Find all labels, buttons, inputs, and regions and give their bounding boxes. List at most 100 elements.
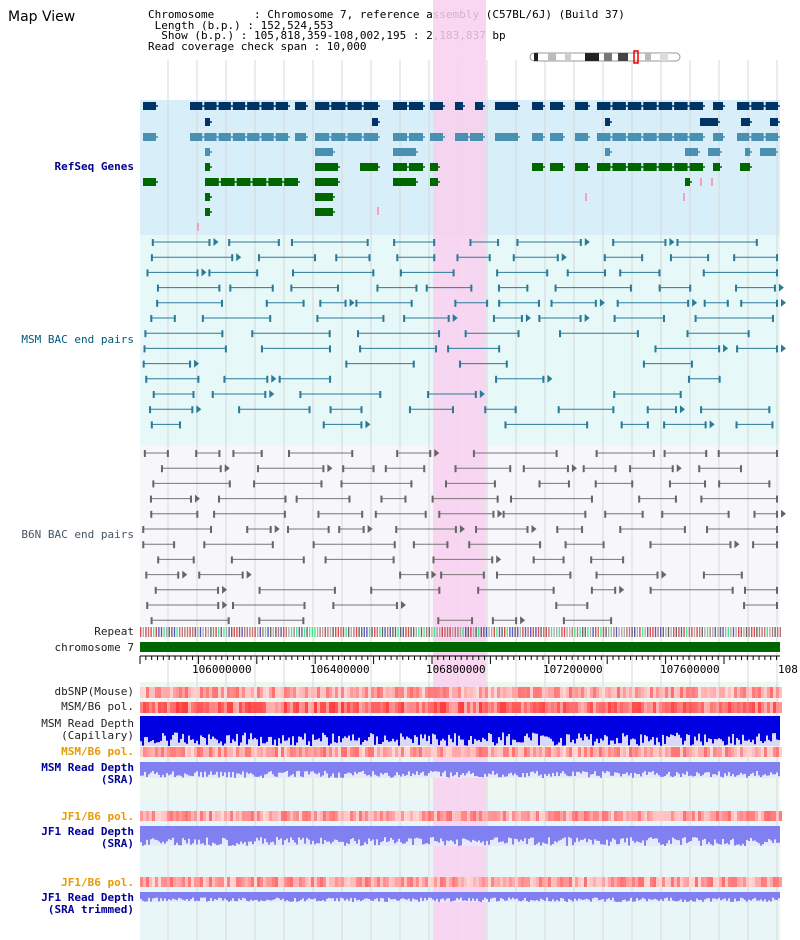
heat-cell (686, 702, 689, 713)
heat-cell (158, 747, 161, 757)
heat-cell (152, 747, 155, 757)
heat-cell (272, 811, 275, 821)
bac-end (396, 450, 399, 457)
heat-cell (389, 877, 392, 887)
depth-bar (248, 762, 250, 774)
heat-cell (776, 702, 779, 713)
heat-cell (206, 702, 209, 713)
track-label-msm-bac[interactable]: MSM BAC end pairs (21, 333, 134, 346)
heat-cell (578, 687, 581, 698)
gene-exon (143, 178, 156, 186)
repeat-mark (699, 627, 701, 637)
depth-bar (320, 716, 322, 742)
heat-cell (470, 747, 473, 757)
heat-cell (566, 877, 569, 887)
bac-end (399, 269, 402, 277)
bac-end (256, 269, 259, 277)
bac-end (620, 421, 623, 429)
depth-bar (762, 716, 764, 743)
gene-exon (745, 148, 750, 156)
depth-bar (772, 762, 774, 775)
heat-cell (482, 702, 485, 713)
bac-end (658, 269, 661, 277)
heat-cell (464, 811, 467, 821)
depth-bar (164, 892, 166, 899)
heat-cell (263, 747, 266, 757)
depth-bar (510, 762, 512, 773)
repeat-mark (264, 627, 267, 637)
heat-cell (620, 811, 623, 821)
depth-bar (584, 716, 586, 735)
heat-cell (635, 702, 638, 713)
heat-cell (470, 687, 473, 698)
track-label-refseq-genes[interactable]: RefSeq Genes (54, 160, 134, 173)
heat-cell (623, 877, 626, 887)
depth-bar (342, 826, 344, 842)
heat-cell (740, 811, 743, 821)
depth-bar (472, 716, 474, 744)
depth-bar (322, 716, 324, 733)
heat-cell (704, 687, 707, 698)
heat-cell (533, 687, 536, 698)
depth-bar (266, 826, 268, 843)
repeat-mark (595, 627, 597, 637)
gene-exon (713, 133, 723, 141)
depth-bar (778, 762, 780, 777)
depth-bar (604, 762, 606, 774)
bac-end (474, 391, 477, 398)
heat-cell (446, 702, 449, 713)
depth-bar (240, 762, 242, 775)
depth-bar (384, 826, 386, 838)
heat-cell (395, 702, 398, 713)
bac-end (538, 480, 541, 488)
heat-cell (734, 877, 737, 887)
depth-bar (738, 762, 740, 775)
heat-cell (140, 687, 143, 698)
heat-cell (740, 747, 743, 757)
repeat-mark (712, 627, 714, 637)
depth-bar (170, 716, 172, 740)
heat-cell (179, 877, 182, 887)
gene-exon (532, 133, 543, 141)
depth-bar (624, 762, 626, 774)
bac-end (555, 602, 558, 609)
depth-bar (144, 892, 146, 902)
gene-exon (605, 118, 610, 126)
depth-bar (282, 826, 284, 845)
heat-cell (695, 877, 698, 887)
depth-bar (386, 892, 388, 902)
depth-bar (182, 826, 184, 839)
track-label-b6n-bac[interactable]: B6N BAC end pairs (21, 528, 134, 541)
repeat-mark (722, 627, 724, 637)
repeat-mark (686, 627, 688, 637)
gene-exon (220, 178, 235, 186)
bac-end (700, 495, 703, 503)
heat-cell (251, 747, 254, 757)
repeat-mark (761, 627, 763, 637)
heat-cell (167, 702, 170, 713)
heat-cell (443, 811, 446, 821)
heat-cell (434, 687, 437, 698)
repeat-mark (306, 627, 308, 637)
depth-bar (696, 762, 698, 773)
depth-bar (198, 892, 200, 902)
depth-bar (598, 716, 600, 744)
heat-cell (410, 747, 413, 757)
depth-bar (630, 716, 632, 740)
gene-exon (236, 178, 251, 186)
depth-bar (284, 716, 286, 741)
bac-end (271, 541, 274, 549)
depth-bar (680, 716, 682, 738)
depth-bar (158, 892, 160, 902)
repeat-mark (725, 627, 727, 637)
heat-cell (248, 877, 251, 887)
depth-bar (564, 826, 566, 838)
depth-bar (768, 826, 770, 840)
depth-bar (742, 826, 744, 844)
heat-cell (383, 702, 386, 713)
depth-bar (164, 716, 166, 736)
bac-end (149, 495, 152, 503)
heat-cell (338, 877, 341, 887)
depth-bar (258, 716, 260, 746)
